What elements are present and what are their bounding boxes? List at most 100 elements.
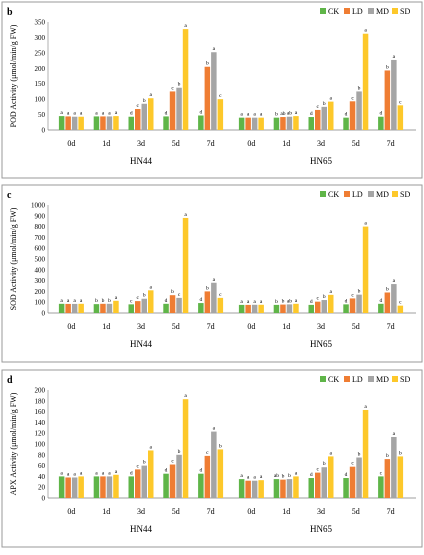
y-axis-label: SOD Activity (μmol/min/g FW) (9, 207, 18, 310)
bar-sd-hn44-7d (217, 99, 224, 130)
significance-letter: d (310, 472, 313, 478)
bar-sd-hn65-1d (293, 303, 299, 313)
significance-letter: b (178, 449, 181, 455)
significance-letter: a (115, 469, 118, 475)
bar-ck-hn65-0d (238, 304, 245, 313)
significance-letter: a (67, 298, 70, 304)
bar-sd-hn44-1d (113, 116, 119, 130)
significance-letter: a (184, 23, 187, 29)
y-tick-label: 100 (35, 96, 46, 104)
bar-md-hn44-5d (176, 454, 182, 498)
legend-label-sd: SD (400, 7, 410, 16)
panel-label: b (7, 7, 13, 18)
legend-label-ck: CK (328, 375, 339, 384)
y-tick-label: 20 (38, 484, 46, 492)
significance-letter: b (95, 298, 98, 304)
significance-letter: b (143, 293, 146, 299)
bar-ck-hn44-1d (93, 304, 100, 313)
bar-sd-hn44-1d (113, 300, 119, 313)
significance-letter: a (150, 444, 153, 450)
y-tick-label: 900 (35, 212, 46, 220)
x-tick-label: 0d (67, 139, 75, 148)
bar-md-hn65-3d (321, 300, 327, 313)
x-tick-label: 3d (137, 507, 145, 516)
bar-ck-hn44-5d (163, 116, 169, 130)
significance-letter: a (80, 298, 83, 304)
significance-letter: a (295, 470, 298, 476)
significance-letter: c (219, 292, 222, 298)
bar-sd-hn65-3d (328, 294, 334, 313)
bar-md-hn65-0d (251, 480, 258, 498)
significance-letter: d (310, 111, 313, 117)
significance-letter: a (108, 470, 111, 476)
bar-ck-hn65-7d (378, 476, 384, 498)
y-tick-label: 0 (42, 127, 46, 135)
bar-ld-hn65-1d (280, 479, 286, 498)
significance-letter: a (73, 111, 76, 117)
bar-sd-hn44-0d (78, 476, 84, 498)
legend-swatch-ck (320, 376, 326, 382)
significance-letter: a (60, 470, 63, 476)
bar-ld-hn65-1d (280, 304, 286, 313)
significance-letter: d (165, 110, 168, 116)
y-tick-label: 160 (35, 408, 46, 416)
bar-ck-hn65-7d (378, 303, 384, 313)
significance-letter: c (206, 450, 209, 456)
bar-ld-hn65-0d (245, 117, 251, 130)
significance-letter: c (317, 296, 320, 302)
bar-ld-hn65-5d (349, 466, 356, 498)
bar-md-hn65-1d (286, 479, 293, 498)
significance-letter: a (330, 96, 333, 102)
y-tick-label: 50 (38, 111, 46, 119)
significance-letter: d (379, 298, 382, 304)
bar-sd-hn65-0d (258, 480, 264, 498)
x-tick-label: 0d (247, 507, 255, 516)
bar-md-hn44-1d (106, 303, 113, 313)
panel-frame (1, 184, 423, 363)
y-tick-label: 40 (38, 473, 46, 481)
bar-md-hn65-7d (391, 436, 397, 498)
significance-letter: a (253, 475, 256, 481)
significance-letter: a (150, 92, 153, 98)
significance-letter: c (171, 85, 174, 91)
y-tick-label: 80 (38, 451, 46, 459)
significance-letter: d (345, 298, 348, 304)
significance-letter: a (80, 470, 83, 476)
bar-ld-hn44-1d (100, 476, 106, 498)
bar-ck-hn44-0d (58, 116, 65, 130)
bar-ld-hn44-3d (135, 469, 141, 498)
bar-sd-hn44-3d (148, 450, 154, 498)
y-tick-label: 300 (35, 277, 46, 285)
legend-label-ld: LD (352, 7, 363, 16)
significance-letter: b (108, 298, 111, 304)
bar-ld-hn44-5d (169, 295, 176, 313)
y-tick-label: 1000 (31, 202, 46, 210)
bar-ld-hn65-3d (315, 472, 321, 498)
y-tick-label: 150 (35, 80, 46, 88)
legend-swatch-md (368, 8, 374, 14)
x-tick-label: 3d (317, 139, 325, 148)
significance-letter: d (165, 298, 168, 304)
x-tick-label: 7d (207, 139, 215, 148)
y-tick-label: 0 (42, 310, 46, 318)
x-tick-label: 1d (102, 139, 110, 148)
bar-ck-hn65-7d (378, 116, 384, 130)
bar-md-hn44-3d (141, 465, 147, 498)
legend-swatch-sd (392, 376, 398, 382)
bar-sd-hn65-1d (293, 116, 299, 130)
significance-letter: c (178, 292, 181, 298)
x-tick-label: 0d (67, 322, 75, 331)
significance-letter: b (399, 450, 402, 456)
x-tick-label: 7d (387, 139, 395, 148)
legend-swatch-ck (320, 191, 326, 197)
significance-letter: d (379, 111, 382, 117)
bar-ld-hn44-7d (204, 455, 211, 498)
bar-md-hn44-3d (141, 298, 147, 313)
significance-letter: b (386, 453, 389, 459)
y-tick-label: 700 (35, 234, 46, 242)
significance-letter: a (364, 221, 367, 227)
significance-letter: b (282, 299, 285, 305)
x-tick-label: 3d (137, 322, 145, 331)
bar-sd-hn44-7d (217, 449, 224, 498)
significance-letter: a (115, 295, 118, 301)
